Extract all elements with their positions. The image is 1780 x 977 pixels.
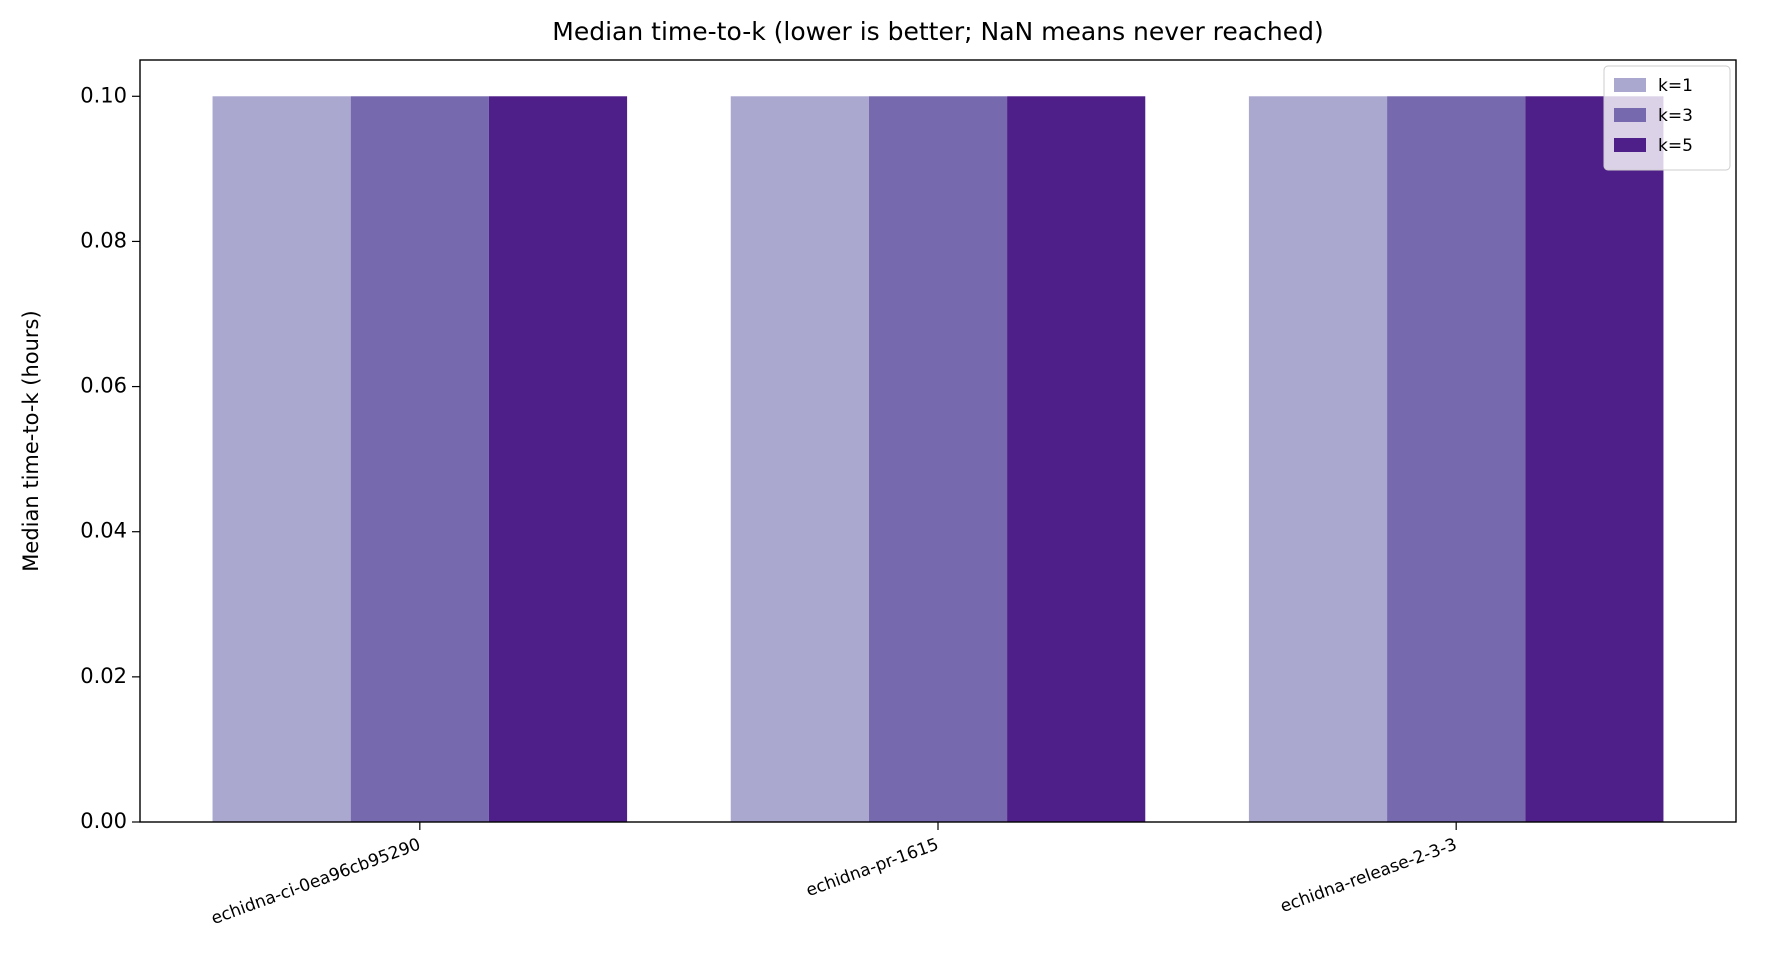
x-tick-label: echidna-pr-1615 bbox=[803, 835, 941, 902]
y-tick-label: 0.00 bbox=[80, 809, 127, 833]
legend-swatch bbox=[1614, 138, 1646, 152]
bar bbox=[730, 96, 869, 823]
plot-frame bbox=[139, 59, 1737, 823]
y-tick-label: 0.08 bbox=[80, 228, 127, 252]
y-axis-label: Median time-to-k (hours) bbox=[19, 310, 43, 571]
bar bbox=[868, 96, 1008, 823]
bar bbox=[488, 96, 628, 823]
x-tick-label: echidna-ci-0ea96cb95290 bbox=[209, 835, 424, 929]
bar bbox=[350, 96, 489, 823]
legend-swatch bbox=[1614, 108, 1646, 122]
y-tick-label: 0.02 bbox=[80, 664, 127, 688]
bar bbox=[1007, 96, 1146, 823]
legend-label: k=3 bbox=[1658, 106, 1693, 126]
chart-title: Median time-to-k (lower is better; NaN m… bbox=[552, 17, 1323, 46]
x-tick-label: echidna-release-2-3-3 bbox=[1278, 835, 1460, 918]
y-tick-label: 0.06 bbox=[80, 374, 127, 398]
bar bbox=[212, 96, 351, 823]
y-tick-label: 0.10 bbox=[80, 83, 127, 107]
legend-label: k=5 bbox=[1658, 136, 1693, 156]
legend-swatch bbox=[1614, 78, 1646, 92]
legend-label: k=1 bbox=[1658, 76, 1693, 96]
y-tick-label: 0.04 bbox=[80, 519, 127, 543]
bar bbox=[1525, 96, 1664, 823]
bar bbox=[1248, 96, 1388, 823]
bar bbox=[1387, 96, 1526, 823]
